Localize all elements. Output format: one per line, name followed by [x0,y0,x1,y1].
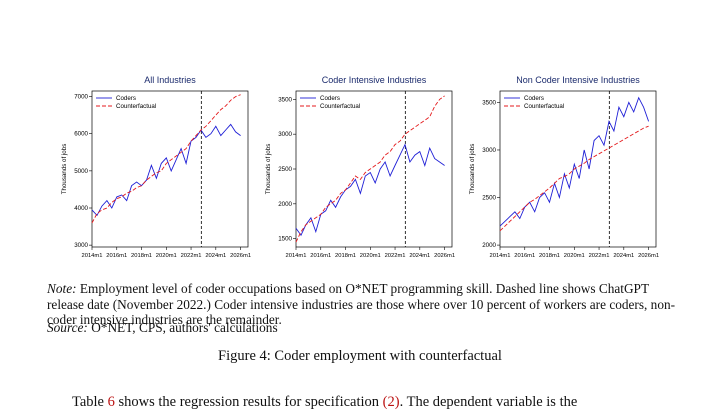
y-tick-label: 2500 [278,166,292,173]
y-tick-label: 2000 [278,201,292,208]
y-axis-label: Thousands of jobs [61,144,68,195]
y-tick-label: 3000 [74,242,88,249]
legend-label: Coders [524,95,544,102]
x-tick-label: 2016m1 [310,253,331,259]
y-tick-label: 3000 [482,147,496,154]
x-tick-label: 2026m1 [638,253,659,259]
chart-title: All Industries [144,75,196,85]
chart-title: Coder Intensive Industries [322,75,427,85]
chart-title: Non Coder Intensive Industries [516,75,640,85]
figure-note: Note: Employment level of coder occupati… [47,281,687,328]
x-tick-label: 2014m1 [82,253,103,259]
table-reference-link[interactable]: 6 [107,394,115,410]
source-text: O*NET, CPS, authors' calculations [91,320,278,335]
x-tick-label: 2024m1 [205,253,226,259]
note-label: Note: [47,281,77,296]
y-tick-label: 5000 [74,168,88,175]
x-tick-label: 2014m1 [286,253,307,259]
body-text-mid: shows the regression results for specifi… [118,394,380,410]
series-line-counterfactual [91,94,241,224]
legend-label: Counterfactual [320,103,360,110]
x-tick-label: 2020m1 [156,253,177,259]
y-tick-label: 3500 [482,99,496,106]
plot-frame [499,90,657,248]
x-tick-label: 2016m1 [514,253,535,259]
x-tick-label: 2020m1 [360,253,381,259]
x-tick-label: 2022m1 [181,253,202,259]
chart-panel-all-industries: All Industries Thousands of jobs 3000 4000 5… [58,70,258,265]
series-line-coders [295,143,445,237]
y-tick-label: 7000 [74,94,88,101]
x-tick-label: 2026m1 [434,253,455,259]
chart-panel-non-coder-intensive: Non Coder Intensive Industries Thousands … [466,70,666,265]
figure-caption: Figure 4: Coder employment with counterf… [218,348,502,364]
series-line-coders [499,96,650,227]
equation-reference-link[interactable]: (2) [382,394,400,410]
x-tick-label: 2024m1 [409,253,430,259]
legend-label: Coders [116,95,136,102]
legend-label: Coders [320,95,340,102]
y-axis-label: Thousands of jobs [469,144,476,195]
x-tick-label: 2020m1 [564,253,585,259]
plot-frame [91,90,249,248]
body-text-pre: Table [72,394,104,410]
chart-panel-coder-intensive: Coder Intensive Industries Thousands of j… [262,70,462,265]
x-tick-label: 2016m1 [106,253,127,259]
y-axis-label: Thousands of jobs [265,144,272,195]
chart-non-coder-intensive: Non Coder Intensive Industries Thousands … [469,75,659,259]
legend-label: Counterfactual [524,103,564,110]
series-line-counterfactual [499,125,649,232]
y-tick-label: 3500 [278,96,292,103]
x-tick-label: 2022m1 [385,253,406,259]
x-tick-label: 2018m1 [131,253,152,259]
series-line-counterfactual [295,95,445,243]
note-text: Employment level of coder occupations ba… [47,281,676,327]
x-tick-label: 2018m1 [335,253,356,259]
y-tick-label: 2000 [482,242,496,249]
x-tick-label: 2022m1 [589,253,610,259]
x-tick-label: 2026m1 [230,253,251,259]
y-tick-label: 4000 [74,205,88,212]
y-tick-label: 2500 [482,195,496,202]
body-text-post: . The dependent variable is the [399,394,578,410]
x-tick-label: 2014m1 [490,253,511,259]
plot-frame [295,90,453,248]
x-tick-label: 2018m1 [539,253,560,259]
source-label: Source: [47,320,88,335]
y-tick-label: 6000 [74,131,88,138]
chart-coder-intensive: Coder Intensive Industries Thousands of j… [265,75,455,259]
series-line-coders [91,123,241,217]
chart-all-industries: All Industries Thousands of jobs 3000 4000 5… [61,75,251,259]
y-tick-label: 3000 [278,131,292,138]
legend-label: Counterfactual [116,103,156,110]
y-tick-label: 1500 [278,236,292,243]
figure-source: Source: O*NET, CPS, authors' calculation… [47,320,278,336]
x-tick-label: 2024m1 [613,253,634,259]
